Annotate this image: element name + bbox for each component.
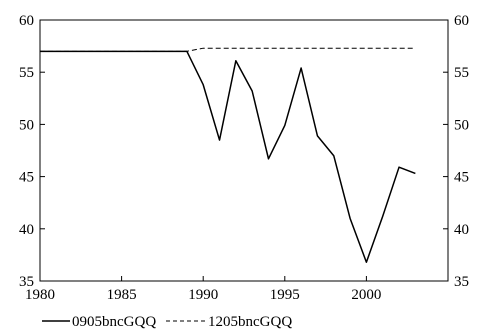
y-right-tick-label-45: 45 [454,170,469,186]
x-tick-label-1990: 1990 [188,287,218,303]
x-tick-label-1980: 1980 [25,287,55,303]
x-tick-label-1985: 1985 [107,287,137,303]
legend: 0905bncGQQ 1205bncGQQ [42,314,292,330]
legend-label-series-1: 0905bncGQQ [72,314,156,330]
plot-frame [39,19,449,282]
y-left-tick-label-45: 45 [19,170,34,186]
y-right-tick-label-50: 50 [454,117,469,133]
series-line-1 [40,50,416,263]
y-left-tick-label-50: 50 [19,117,34,133]
legend-label-series-2: 1205bncGQQ [208,314,292,330]
series-layer [40,47,416,263]
y-left-tick-label-40: 40 [19,222,34,238]
y-axis-right-ticks: 35 40 45 50 55 60 [443,13,469,290]
y-left-tick-label-60: 60 [19,13,34,29]
y-right-tick-label-35: 35 [454,274,469,290]
x-tick-label-1995: 1995 [270,287,300,303]
y-left-tick-label-35: 35 [19,274,34,290]
y-axis-left-ticks: 35 40 45 50 55 60 [19,13,45,290]
series-line-2 [40,47,416,52]
x-axis-ticks: 1980 1985 1990 1995 2000 [25,276,381,303]
x-tick-label-2000: 2000 [351,287,381,303]
y-right-tick-label-40: 40 [454,222,469,238]
y-right-tick-label-55: 55 [454,65,469,81]
y-left-tick-label-55: 55 [19,65,34,81]
y-right-tick-label-60: 60 [454,13,469,29]
